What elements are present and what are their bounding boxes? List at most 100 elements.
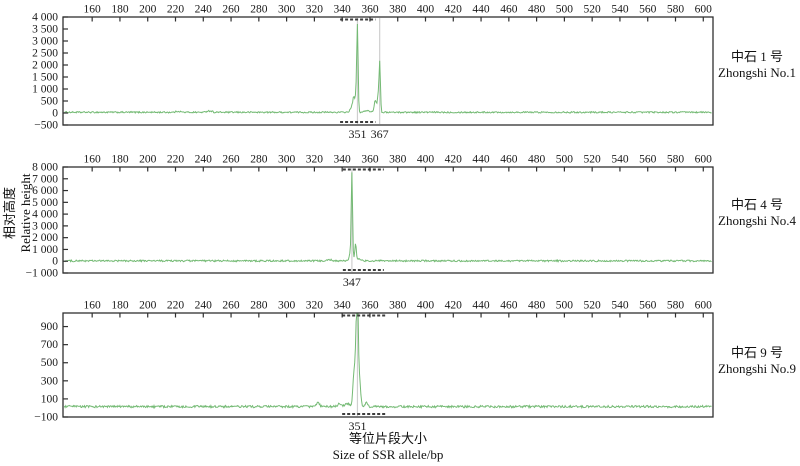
y-axis-title-en: Relative height — [18, 173, 33, 253]
signal-trace — [64, 172, 712, 263]
sample-label-panel-2: 中石 4 号 Zhongshi No.4 — [715, 197, 799, 229]
x-tick-label: 480 — [528, 4, 546, 16]
x-tick-label: 260 — [222, 4, 240, 16]
x-tick-label: 360 — [361, 154, 379, 166]
y-tick-label: 0 — [52, 108, 58, 120]
x-tick-label: 440 — [472, 4, 490, 16]
x-tick-label: 500 — [556, 154, 574, 166]
panel-2: 160 180 200 220 240 260 280 300 320 340 360 380 400 4… — [26, 154, 714, 289]
x-tick-label: 280 — [250, 4, 268, 16]
x-tick-label: 340 — [334, 4, 352, 16]
x-tick-label: 540 — [611, 4, 629, 16]
x-tick-label: 160 — [84, 154, 102, 166]
x-tick-label: 520 — [584, 154, 602, 166]
x-axis-title: 等位片段大小 Size of SSR allele/bp — [268, 431, 508, 463]
x-tick-label: 160 — [84, 4, 102, 16]
y-tick-label: 8 000 — [32, 162, 58, 174]
x-tick-label: 240 — [195, 154, 213, 166]
y-tick-label: 7 000 — [32, 173, 58, 185]
x-tick-label: 280 — [250, 300, 268, 312]
x-tick-label: 200 — [139, 4, 157, 16]
signal-trace — [64, 23, 712, 115]
y-tick-label: 300 — [41, 375, 59, 387]
y-tick-label: −500 — [34, 120, 58, 132]
x-tick-label: 220 — [167, 154, 185, 166]
sample-name-en: Zhongshi No.4 — [718, 213, 796, 228]
x-tick-label: 420 — [445, 300, 463, 312]
x-tick-label: 200 — [139, 300, 157, 312]
x-tick-label: 500 — [556, 300, 574, 312]
x-tick-label: 320 — [306, 154, 324, 166]
sample-label-panel-1: 中石 1 号 Zhongshi No.1 — [715, 49, 799, 81]
x-tick-label: 460 — [500, 300, 518, 312]
y-tick-label: 1 500 — [32, 72, 58, 84]
allele-size-label: 347 — [343, 275, 361, 289]
x-tick-label: 240 — [195, 300, 213, 312]
x-tick-label: 480 — [528, 300, 546, 312]
x-tick-label: 160 — [84, 300, 102, 312]
x-tick-label: 400 — [417, 4, 435, 16]
x-tick-label: 420 — [445, 4, 463, 16]
x-tick-label: 200 — [139, 154, 157, 166]
x-tick-label: 320 — [306, 4, 324, 16]
x-tick-label: 460 — [500, 4, 518, 16]
x-tick-label: 360 — [361, 4, 379, 16]
x-tick-label: 240 — [195, 4, 213, 16]
sample-name-en: Zhongshi No.1 — [718, 65, 796, 80]
y-tick-label: 500 — [41, 96, 59, 108]
x-tick-label: 560 — [639, 154, 657, 166]
x-tick-label: 520 — [584, 300, 602, 312]
y-tick-label: 500 — [41, 357, 59, 369]
x-tick-label: 540 — [611, 300, 629, 312]
y-axis-title-cn: 相对高度 — [2, 187, 17, 240]
y-tick-label: 900 — [41, 321, 59, 333]
x-tick-label: 400 — [417, 300, 435, 312]
x-tick-label: 580 — [667, 300, 685, 312]
x-tick-label: 600 — [695, 4, 713, 16]
y-tick-label: 100 — [41, 393, 59, 405]
y-tick-label: 0 — [52, 256, 58, 268]
x-tick-label: 380 — [389, 154, 407, 166]
y-tick-label: 5 000 — [32, 197, 58, 209]
y-tick-label: 3 000 — [32, 220, 58, 232]
x-tick-label: 380 — [389, 300, 407, 312]
x-tick-label: 220 — [167, 4, 185, 16]
x-tick-label: 420 — [445, 154, 463, 166]
y-tick-label: −100 — [34, 412, 58, 424]
x-tick-label: 260 — [222, 300, 240, 312]
x-tick-label: 180 — [111, 4, 129, 16]
y-tick-label: 700 — [41, 339, 59, 351]
x-tick-label: 300 — [278, 154, 296, 166]
x-tick-label: 560 — [639, 4, 657, 16]
y-tick-label: 4 000 — [32, 12, 58, 24]
y-tick-label: 1 000 — [32, 244, 58, 256]
x-tick-label: 520 — [584, 4, 602, 16]
y-tick-label: 1 000 — [32, 84, 58, 96]
x-tick-label: 560 — [639, 300, 657, 312]
y-tick-label: 2 000 — [32, 232, 58, 244]
x-tick-label: 440 — [472, 154, 490, 166]
x-tick-label: 340 — [334, 300, 352, 312]
x-tick-label: 460 — [500, 154, 518, 166]
x-tick-label: 180 — [111, 154, 129, 166]
panel-1: 160 180 200 220 240 260 280 300 320 340 360 380 400 4… — [32, 4, 714, 141]
x-tick-label: 440 — [472, 300, 490, 312]
plot-box — [62, 16, 714, 126]
x-tick-label: 180 — [111, 300, 129, 312]
panel-3: 160 180 200 220 240 260 280 300 320 340 360 380 400 4… — [34, 300, 714, 433]
x-tick-label: 280 — [250, 154, 268, 166]
allele-size-label: 351 — [348, 127, 366, 141]
x-tick-label: 580 — [667, 4, 685, 16]
allele-size-label: 351 — [348, 419, 366, 433]
x-tick-label: 400 — [417, 154, 435, 166]
x-tick-label: 540 — [611, 154, 629, 166]
y-tick-label: 3 000 — [32, 36, 58, 48]
plot-box — [62, 166, 714, 274]
plot-box — [62, 312, 714, 418]
y-tick-label: 6 000 — [32, 185, 58, 197]
sample-name-en: Zhongshi No.9 — [718, 361, 796, 376]
x-tick-label: 320 — [306, 300, 324, 312]
sample-label-panel-3: 中石 9 号 Zhongshi No.9 — [715, 345, 799, 377]
sample-name-cn: 中石 1 号 — [730, 49, 783, 64]
